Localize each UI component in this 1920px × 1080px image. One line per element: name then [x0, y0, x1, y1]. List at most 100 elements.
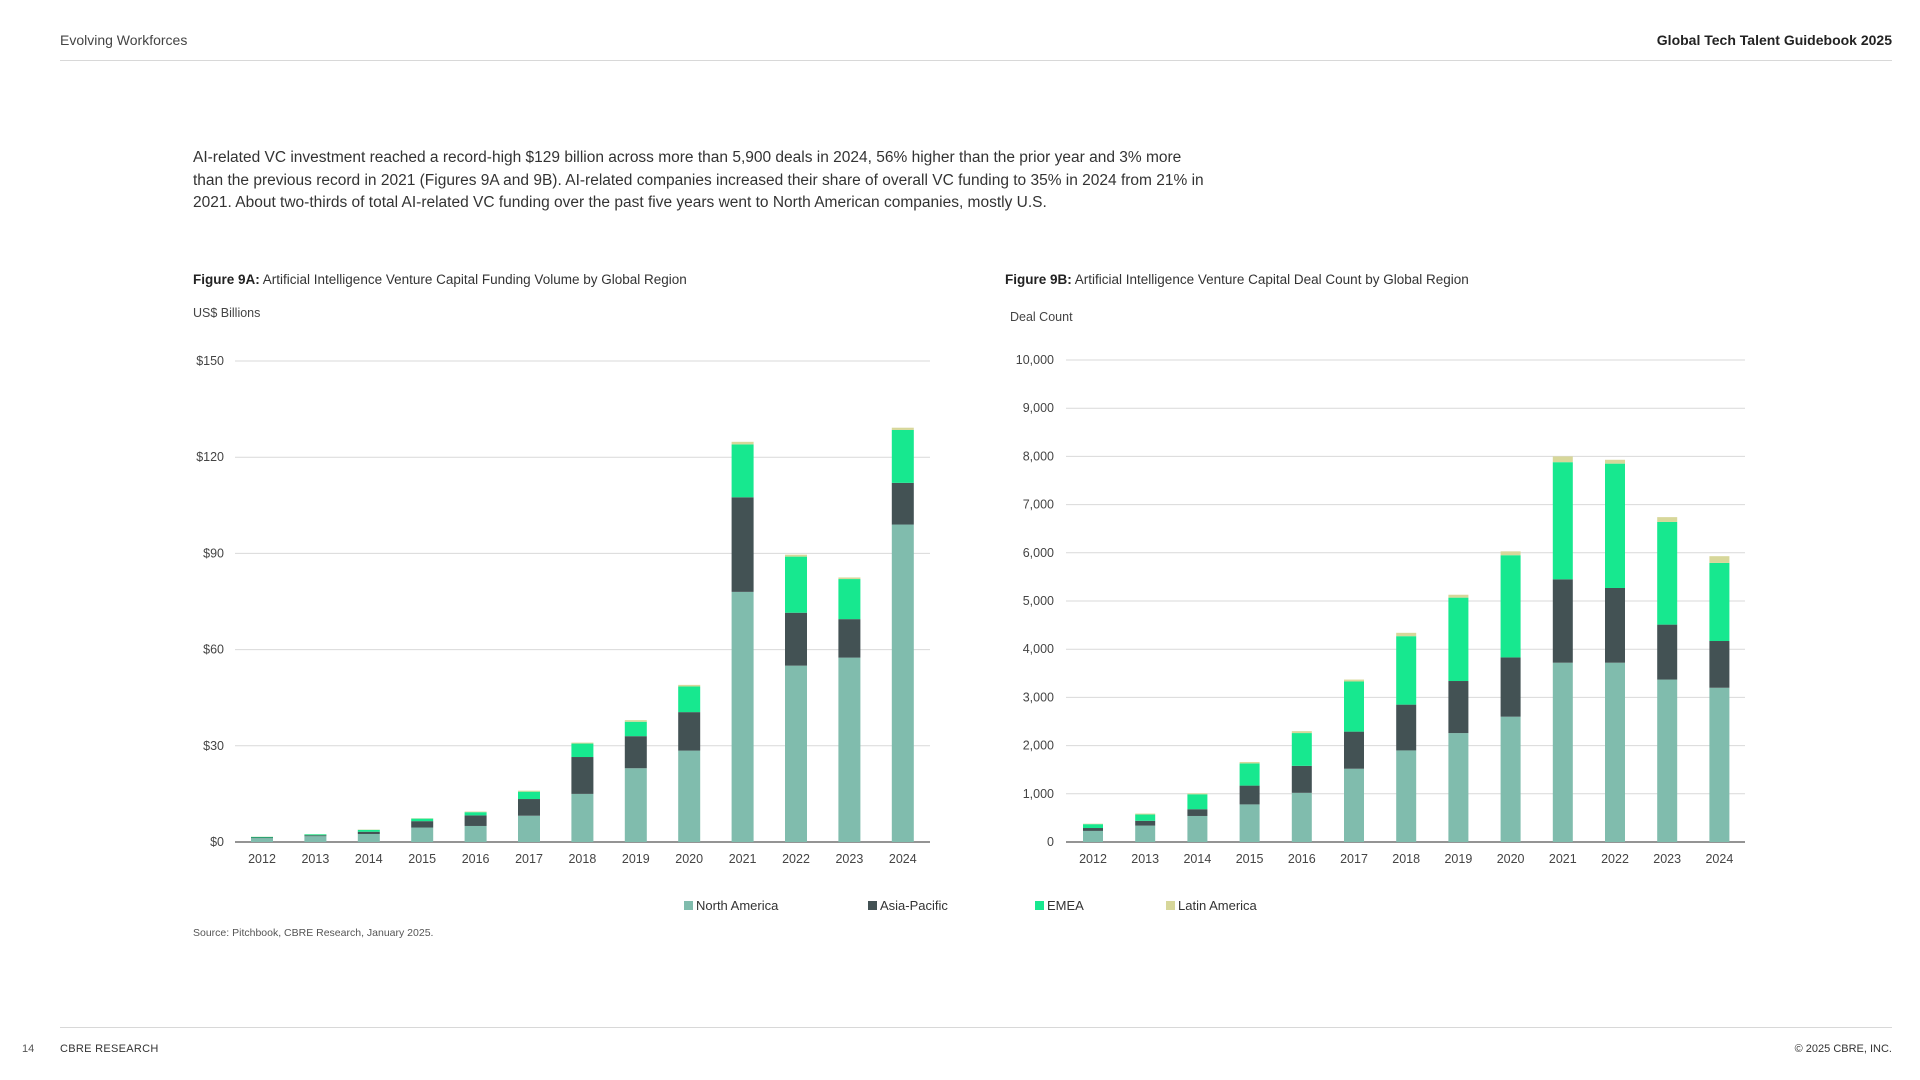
bar-segment-asia-pacific-2022: [785, 612, 807, 666]
bar-segment-asia-pacific-2012: [251, 837, 273, 839]
figure-9a-unit: US$ Billions: [193, 306, 261, 320]
bar-segment-emea-2022: [785, 556, 807, 613]
bar-segment-north-america-2020: [678, 750, 701, 842]
bar-segment-latin-america-2016: [1291, 731, 1312, 734]
bar-segment-north-america-2021: [1552, 662, 1573, 842]
figure-9b-label: Figure 9B:: [1005, 272, 1072, 287]
legend-swatch-emea: [1035, 901, 1044, 910]
bar-segment-asia-pacific-2024: [1709, 641, 1730, 688]
bar-segment-emea-2019: [624, 721, 647, 737]
figure-9a-title-text: Artificial Intelligence Venture Capital …: [262, 272, 687, 287]
bar-segment-emea-2017: [1344, 681, 1364, 732]
bar-segment-asia-pacific-2023: [1657, 624, 1678, 680]
bar-segment-emea-2022: [1605, 463, 1625, 588]
bar-segment-emea-2017: [518, 791, 540, 800]
x-tick-label: 2016: [462, 852, 490, 866]
bar-segment-latin-america-2019: [624, 720, 647, 722]
legend-swatch-asia-pacific: [868, 901, 877, 910]
bar-segment-latin-america-2014: [1187, 793, 1208, 795]
x-tick-label: 2020: [675, 852, 703, 866]
bar-segment-north-america-2022: [785, 665, 807, 842]
bar-segment-latin-america-2019: [1448, 594, 1469, 598]
header-divider: [60, 60, 1892, 61]
y-tick-label: 8,000: [1023, 449, 1054, 463]
bar-segment-emea-2014: [357, 829, 380, 832]
bar-segment-latin-america-2013: [1135, 813, 1156, 815]
y-tick-label: 5,000: [1023, 594, 1054, 608]
bar-segment-asia-pacific-2018: [571, 757, 594, 794]
legend-swatch-latin-america: [1166, 901, 1175, 910]
x-tick-label: 2024: [889, 852, 917, 866]
bar-segment-latin-america-2016: [464, 811, 487, 813]
x-tick-label: 2022: [1601, 852, 1629, 866]
x-tick-label: 2014: [1183, 852, 1211, 866]
bar-segment-emea-2012: [1083, 824, 1103, 829]
x-tick-label: 2024: [1705, 852, 1733, 866]
legend-item-latin-america: Latin America: [1166, 898, 1257, 913]
bar-segment-emea-2013: [1135, 814, 1156, 821]
bar-segment-emea-2018: [1396, 636, 1417, 705]
bar-segment-latin-america-2022: [1605, 459, 1625, 464]
bar-segment-asia-pacific-2019: [1448, 681, 1469, 734]
bar-segment-emea-2015: [411, 818, 434, 822]
bar-segment-asia-pacific-2022: [1605, 587, 1625, 663]
figure-9b-title: Figure 9B: Artificial Intelligence Ventu…: [1005, 272, 1469, 287]
bar-segment-north-america-2018: [571, 793, 594, 842]
bar-segment-north-america-2023: [838, 657, 861, 842]
y-tick-label: 4,000: [1023, 642, 1054, 656]
bar-segment-asia-pacific-2013: [304, 835, 327, 837]
bar-segment-north-america-2017: [1344, 768, 1364, 842]
bar-segment-emea-2021: [1552, 462, 1573, 580]
bar-segment-latin-america-2017: [518, 790, 540, 792]
bar-segment-latin-america-2020: [678, 684, 701, 687]
bar-segment-north-america-2012: [251, 838, 273, 842]
x-tick-label: 2022: [782, 852, 810, 866]
x-tick-label: 2020: [1497, 852, 1525, 866]
bar-segment-latin-america-2021: [1552, 456, 1573, 463]
x-tick-label: 2017: [515, 852, 543, 866]
bar-segment-emea-2018: [571, 743, 594, 758]
bar-segment-emea-2012: [251, 836, 273, 838]
bar-segment-asia-pacific-2020: [1500, 657, 1521, 717]
bar-segment-asia-pacific-2018: [1396, 704, 1417, 751]
x-tick-label: 2012: [1079, 852, 1107, 866]
legend-label-emea: EMEA: [1047, 898, 1084, 913]
bar-segment-emea-2016: [464, 812, 487, 816]
bar-segment-latin-america-2018: [1396, 632, 1417, 637]
bar-segment-emea-2016: [1291, 733, 1312, 766]
bar-segment-asia-pacific-2021: [1552, 579, 1573, 663]
bar-segment-north-america-2015: [411, 827, 434, 842]
bar-segment-emea-2024: [1709, 562, 1730, 642]
x-tick-label: 2012: [248, 852, 276, 866]
chart-legend: North America Asia-Pacific EMEA Latin Am…: [680, 898, 1380, 918]
bar-segment-north-america-2022: [1605, 662, 1625, 842]
bar-segment-emea-2023: [838, 579, 861, 620]
y-tick-label: 1,000: [1023, 787, 1054, 801]
bar-segment-asia-pacific-2024: [891, 482, 914, 525]
legend-item-emea: EMEA: [1035, 898, 1084, 913]
x-tick-label: 2015: [408, 852, 436, 866]
x-tick-label: 2018: [568, 852, 596, 866]
legend-label-latin-america: Latin America: [1178, 898, 1257, 913]
bar-segment-north-america-2013: [304, 836, 327, 842]
bar-segment-asia-pacific-2012: [1083, 828, 1103, 831]
bar-segment-latin-america-2021: [731, 441, 754, 445]
legend-item-north-america: North America: [684, 898, 778, 913]
chart-9a-plot: $0 $30 $60 $90 $120 $150 2012 2013 2014 2015 2016 2…: [196, 354, 930, 866]
y-tick-label: $120: [196, 450, 224, 464]
x-tick-label: 2021: [1549, 852, 1577, 866]
footer-divider: [60, 1027, 1892, 1028]
bar-segment-north-america-2013: [1135, 825, 1156, 842]
bar-segment-asia-pacific-2014: [357, 831, 380, 834]
x-tick-label: 2023: [1653, 852, 1681, 866]
figure-9a-label: Figure 9A:: [193, 272, 260, 287]
bar-segment-asia-pacific-2023: [838, 619, 861, 658]
y-tick-label: 9,000: [1023, 401, 1054, 415]
y-tick-label: $30: [203, 739, 224, 753]
bar-segment-emea-2015: [1239, 763, 1260, 786]
bar-segment-north-america-2012: [1083, 830, 1103, 842]
page-number: 14: [22, 1043, 35, 1055]
bar-segment-latin-america-2024: [1709, 556, 1730, 563]
